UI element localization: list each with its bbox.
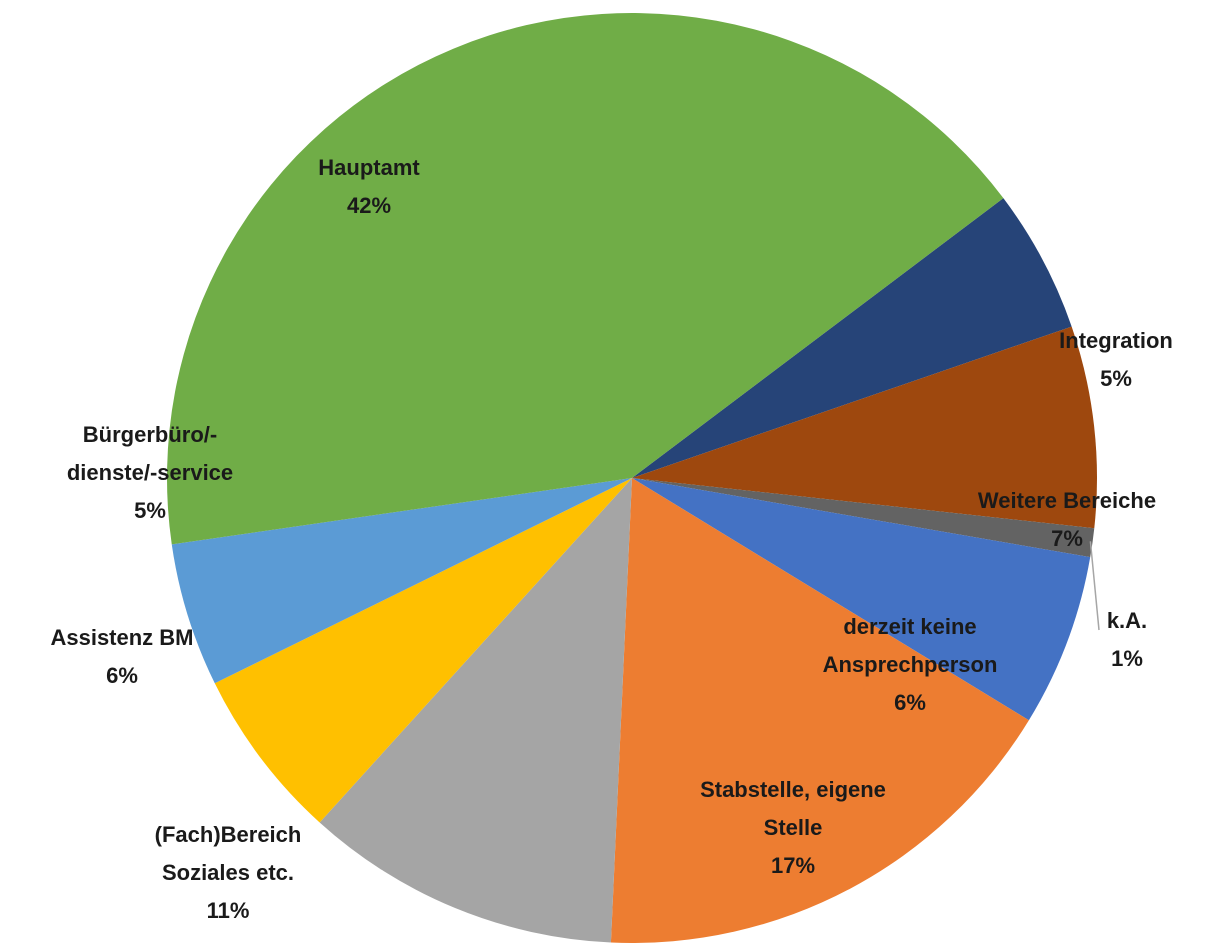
data-label-fach-bereich-soziales-etc: (Fach)Bereich Soziales etc. 11%: [155, 822, 302, 923]
data-label-category: dienste/-service: [67, 460, 233, 485]
data-label-category: Ansprechperson: [823, 652, 998, 677]
data-label-category: derzeit keine: [843, 614, 976, 639]
data-label-buergerbuero-dienste-service: Bürgerbüro/- dienste/-service 5%: [67, 422, 233, 523]
data-label-percent: 6%: [894, 690, 926, 715]
data-label-percent: 5%: [134, 498, 166, 523]
pie-slice-k-a: [632, 478, 1095, 558]
data-label-category: Weitere Bereiche: [978, 488, 1156, 513]
data-label-assistenz-bm: Assistenz BM 6%: [50, 625, 193, 688]
pie-slice-derzeit-keine-ansprechperson: [632, 478, 1091, 721]
data-label-category: k.A.: [1107, 608, 1147, 633]
data-label-category: (Fach)Bereich: [155, 822, 302, 847]
data-label-percent: 6%: [106, 663, 138, 688]
data-label-percent: 17%: [771, 853, 815, 878]
leader-line-ka: [1089, 541, 1100, 631]
data-label-category: Bürgerbüro/-: [83, 422, 217, 447]
data-label-category: Soziales etc.: [162, 860, 294, 885]
data-label-derzeit-keine-ansprechperson: derzeit keine Ansprechperson 6%: [823, 614, 998, 715]
data-label-k-a: k.A. 1%: [1107, 608, 1147, 671]
data-label-percent: 42%: [347, 193, 391, 218]
data-label-percent: 5%: [1100, 366, 1132, 391]
data-label-category: Integration: [1059, 328, 1173, 353]
data-label-integration: Integration 5%: [1059, 328, 1173, 391]
data-label-category: Hauptamt: [318, 155, 420, 180]
leader-layer: [1089, 541, 1100, 631]
pie-slice-stabstelle-eigene-stelle: [610, 478, 1029, 943]
pie-slice-integration: [632, 198, 1072, 478]
pie-slice-fach-bereich-soziales-etc: [319, 478, 632, 943]
data-label-percent: 7%: [1051, 526, 1083, 551]
slices-layer: [166, 12, 1098, 943]
data-label-category: Assistenz BM: [50, 625, 193, 650]
pie-slice-weitere-bereiche: [632, 326, 1098, 529]
data-label-weitere-bereiche: Weitere Bereiche 7%: [978, 488, 1156, 551]
labels-layer: Integration 5% Weitere Bereiche 7% k.A. 1% der…: [50, 155, 1172, 923]
data-label-category: Stelle: [764, 815, 823, 840]
pie-slice-assistenz-bm: [214, 478, 632, 823]
data-label-hauptamt: Hauptamt 42%: [318, 155, 420, 218]
data-label-stabstelle-eigene-stelle: Stabstelle, eigene Stelle 17%: [700, 777, 886, 878]
data-label-category: Stabstelle, eigene: [700, 777, 886, 802]
pie-slice-hauptamt: [166, 12, 1004, 545]
data-label-percent: 1%: [1111, 646, 1143, 671]
pie-slice-buergerbuero-dienste-service: [171, 478, 632, 684]
data-label-percent: 11%: [207, 898, 250, 923]
